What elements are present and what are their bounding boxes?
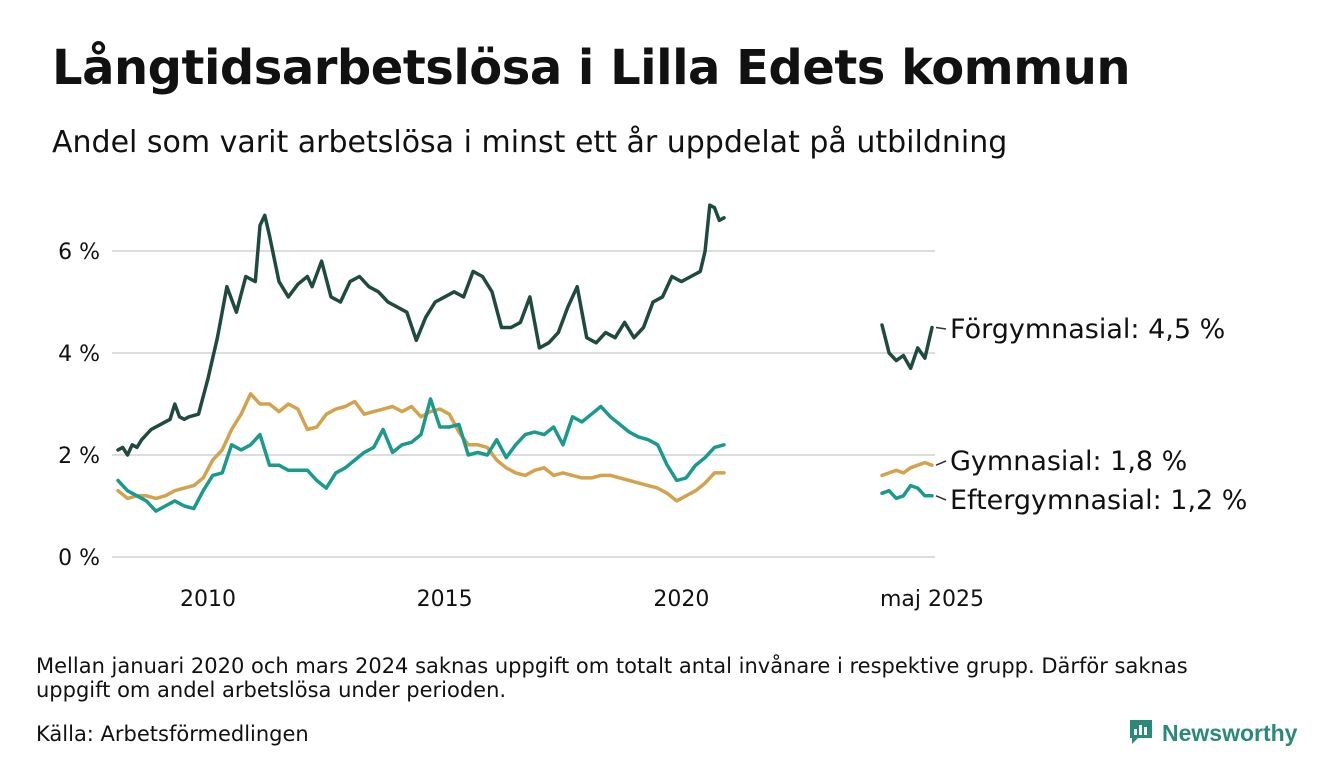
newsworthy-logo-icon bbox=[1130, 720, 1152, 744]
end-label-forgymnasial: Förgymnasial: 4,5 % bbox=[950, 314, 1225, 345]
line-chart: 0 % 2 % 4 % 6 % 2010 2015 2020 maj 2025 Förgymna… bbox=[58, 203, 1247, 612]
y-tick-label: 4 % bbox=[58, 342, 100, 367]
series-line-latest-forgymnasial bbox=[880, 323, 934, 371]
source-note: Källa: Arbetsförmedlingen bbox=[36, 722, 309, 746]
series-line-latest-eftergymnasial bbox=[880, 483, 934, 501]
x-tick-label: 2015 bbox=[417, 587, 473, 612]
end-label-connector bbox=[935, 460, 947, 466]
footnote: Mellan januari 2020 och mars 2024 saknas… bbox=[36, 654, 1188, 702]
series-line-forgymnasial bbox=[116, 203, 726, 457]
end-label-eftergymnasial: Eftergymnasial: 1,2 % bbox=[950, 485, 1247, 516]
end-label-connector bbox=[935, 326, 947, 330]
newsworthy-logo-text: Newsworthy bbox=[1162, 719, 1298, 746]
series-line-gymnasial bbox=[116, 392, 726, 503]
x-tick-label: 2010 bbox=[180, 587, 236, 612]
chart-title: Långtidsarbetslösa i Lilla Edets kommun bbox=[52, 40, 1131, 96]
chart-subtitle: Andel som varit arbetslösa i minst ett å… bbox=[52, 125, 1008, 160]
newsworthy-logo: Newsworthy bbox=[1128, 718, 1297, 748]
x-tick-label: 2020 bbox=[653, 587, 709, 612]
series-line-latest-gymnasial bbox=[880, 460, 934, 478]
y-tick-label: 6 % bbox=[58, 240, 100, 265]
y-tick-label: 0 % bbox=[58, 546, 100, 571]
x-tick-label-latest: maj 2025 bbox=[880, 587, 984, 612]
y-tick-label: 2 % bbox=[58, 444, 100, 469]
end-label-connector bbox=[935, 495, 947, 501]
end-label-gymnasial: Gymnasial: 1,8 % bbox=[950, 446, 1187, 477]
series-line-eftergymnasial bbox=[116, 397, 726, 513]
